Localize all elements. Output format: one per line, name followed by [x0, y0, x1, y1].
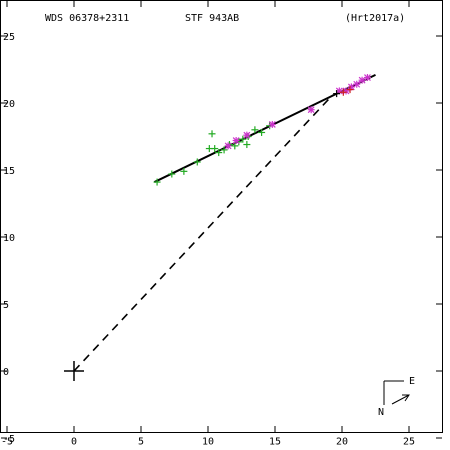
star-point [268, 120, 276, 128]
plus-point [168, 170, 176, 178]
star-point [307, 106, 315, 114]
wds-label: WDS 06378+2311 [45, 13, 129, 24]
star-point [342, 87, 350, 95]
y-tick-label: 0 [3, 367, 9, 378]
plus-point [211, 145, 219, 153]
plus-point [153, 178, 161, 186]
star-point [243, 131, 251, 139]
compass-east-label: E [409, 376, 415, 387]
primary-star-marker [64, 361, 84, 381]
x-tick-label: 25 [403, 436, 415, 447]
x-tick-label: 0 [71, 436, 77, 447]
star-point [363, 74, 371, 82]
star-point [224, 142, 232, 150]
orbit-segment [153, 73, 376, 183]
y-tick-label: 25 [3, 32, 15, 43]
x-tick-label: 5 [138, 436, 144, 447]
plus-point [208, 130, 216, 138]
line-of-nodes [73, 94, 334, 372]
plus-point [258, 128, 266, 136]
plus-point [239, 135, 247, 143]
compass-north-label: N [378, 407, 384, 418]
star-point [353, 80, 361, 88]
y-tick-label: -5 [3, 434, 15, 445]
motion-arrow-head [402, 394, 410, 402]
plus-point [339, 88, 347, 96]
plus-point [243, 141, 251, 149]
reference-label: (Hrt2017a) [345, 13, 405, 24]
plus-point [251, 126, 259, 134]
y-tick-label: 5 [3, 300, 9, 311]
plus-point [193, 158, 201, 166]
y-tick-label: 10 [3, 233, 15, 244]
observation-points [153, 74, 371, 186]
y-axis-ticks: -5 0 5 10 15 20 25 [1, 32, 442, 445]
star-point [335, 87, 343, 95]
y-tick-label: 20 [3, 99, 15, 110]
discoverer-label: STF 943AB [185, 13, 239, 24]
plot-frame [0, 0, 443, 433]
x-tick-label: 20 [336, 436, 348, 447]
x-axis-ticks: -5 0 5 10 15 20 25 [1, 1, 415, 447]
plus-point [215, 149, 223, 157]
star-point [232, 137, 240, 145]
x-tick-label: 15 [269, 436, 281, 447]
motion-arrow-shaft [391, 394, 410, 405]
x-tick-label: -5 [1, 436, 13, 447]
plus-point [346, 86, 354, 94]
plus-point [231, 142, 239, 150]
compass: E N [378, 376, 415, 418]
y-tick-label: 15 [3, 166, 15, 177]
plus-point [333, 90, 341, 98]
plus-point [180, 167, 188, 175]
x-tick-label: 10 [202, 436, 214, 447]
plus-point [220, 146, 228, 154]
